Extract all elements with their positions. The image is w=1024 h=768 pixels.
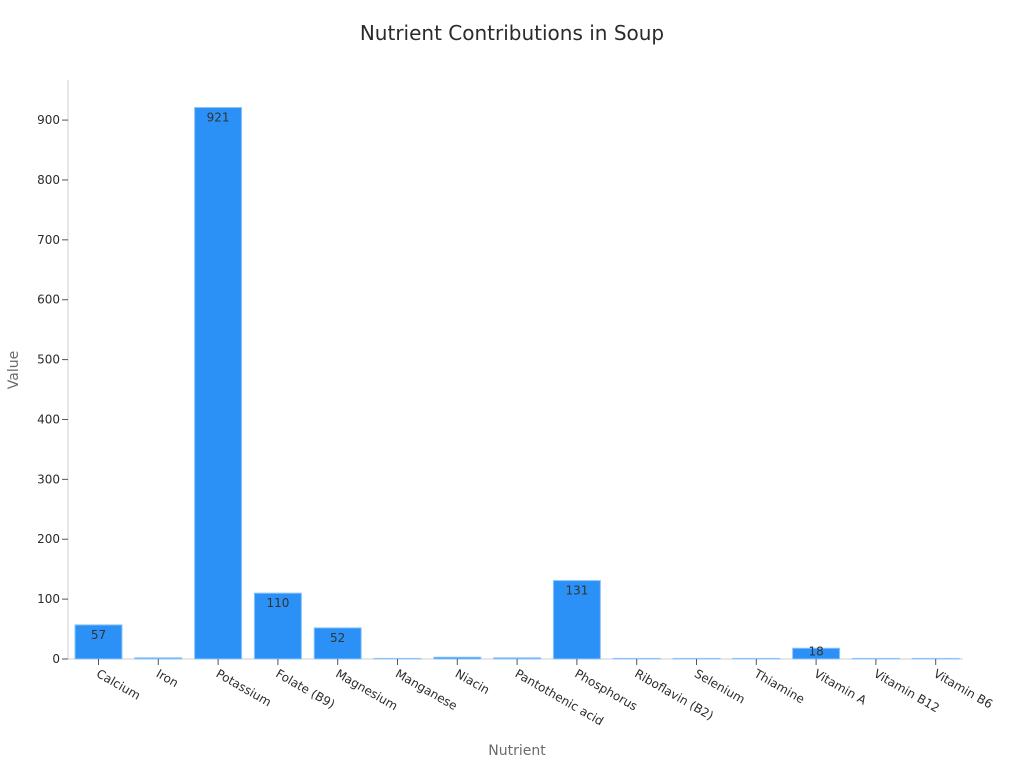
- x-tick-label: Magnesium: [333, 666, 400, 713]
- y-tick-label: 800: [37, 173, 60, 187]
- x-tick-label: Iron: [154, 666, 181, 690]
- bar: [672, 657, 721, 660]
- bar: [373, 657, 422, 660]
- y-tick-label: 900: [37, 113, 60, 127]
- bar: [911, 657, 960, 660]
- bar: [433, 656, 482, 660]
- x-tick-label: Selenium: [692, 666, 747, 706]
- y-tick-label: 700: [37, 233, 60, 247]
- bar: [493, 657, 542, 660]
- bar: [552, 580, 601, 660]
- y-tick-label: 100: [37, 592, 60, 606]
- y-axis-title: Value: [6, 351, 22, 389]
- bar-value-label: 52: [330, 631, 345, 645]
- y-tick-label: 500: [37, 353, 60, 367]
- bar: [134, 657, 183, 660]
- y-tick-label: 400: [37, 412, 60, 426]
- x-tick-label: Vitamin B12: [871, 666, 941, 715]
- bar-series: 57 921 110 52 131 18: [74, 107, 960, 660]
- bar: [851, 657, 900, 660]
- x-tick-label: Thiamine: [751, 666, 807, 706]
- y-tick-label: 300: [37, 472, 60, 486]
- x-tick-label: Niacin: [453, 666, 492, 697]
- x-tick-label: Vitamin A: [812, 666, 870, 708]
- y-tick-label: 0: [52, 652, 60, 666]
- bar-value-label: 18: [808, 645, 823, 659]
- bar: [612, 657, 661, 660]
- x-tick-label: Potassium: [214, 666, 274, 709]
- x-tick-label: Folate (B9): [273, 666, 337, 711]
- x-axis-ticks: Calcium Iron Potassium Folate (B9)Magnesium…: [94, 659, 995, 728]
- y-tick-label: 600: [37, 293, 60, 307]
- chart-title: Nutrient Contributions in Soup: [360, 21, 664, 45]
- bar-value-label: 110: [266, 596, 289, 610]
- bar-value-label: 131: [565, 584, 588, 598]
- x-axis-title: Nutrient: [488, 743, 546, 759]
- y-axis-ticks: 0 100 200 300 400 500 600 700 800 900: [37, 113, 68, 666]
- y-tick-label: 200: [37, 532, 60, 546]
- bar: [253, 592, 302, 660]
- bar: [732, 657, 781, 660]
- bar: [194, 107, 243, 660]
- bar-value-label: 57: [91, 628, 106, 642]
- bar-value-label: 921: [207, 111, 230, 125]
- x-tick-label: Manganese: [393, 666, 460, 713]
- bar: [74, 624, 123, 660]
- x-tick-label: Calcium: [94, 666, 143, 702]
